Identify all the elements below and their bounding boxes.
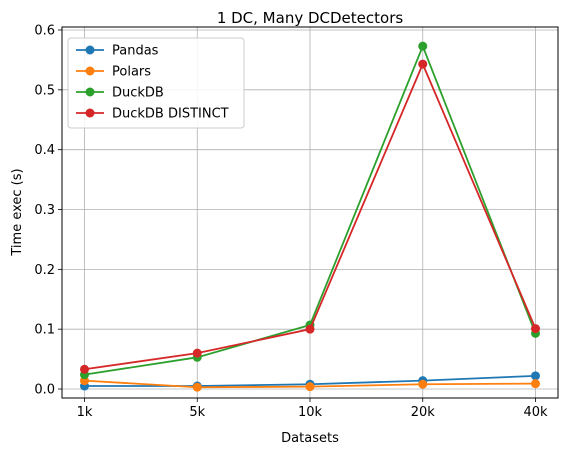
x-tick-label: 10k [298, 405, 323, 420]
data-point-polars [531, 379, 540, 389]
legend: Pandas Polars DuckDB DuckDB DISTINCT [67, 37, 245, 129]
data-point-polars [418, 379, 428, 389]
legend-marker [85, 66, 95, 76]
x-tick-label: 1k [77, 405, 93, 420]
x-tick-label: 5k [189, 405, 205, 420]
x-tick-label: 20k [411, 405, 436, 420]
y-axis: 0.0 0.1 0.2 0.3 0.4 0.5 0.6 [34, 23, 62, 398]
legend-label: DuckDB [112, 86, 164, 101]
chart-title: 1 DC, Many DCDetectors [217, 9, 404, 27]
legend-label: Polars [112, 65, 151, 80]
data-point-polars [192, 382, 202, 392]
y-tick-label: 0.2 [34, 263, 55, 278]
y-tick-label: 0.4 [34, 143, 55, 158]
data-point-duckdb-distinct [80, 364, 89, 374]
legend-label: Pandas [112, 44, 159, 59]
x-axis-label: Datasets [281, 431, 339, 446]
x-tick-label: 40k [523, 405, 548, 420]
y-tick-label: 0.1 [34, 323, 55, 338]
series-duckdb-distinct [80, 59, 540, 374]
data-point-polars [305, 382, 315, 392]
data-point-duckdb [418, 41, 428, 51]
y-axis-label: Time exec (s) [10, 168, 25, 256]
legend-marker [85, 108, 95, 118]
legend-item-polars: Polars [76, 65, 151, 80]
y-tick-label: 0.6 [34, 23, 55, 38]
y-tick-label: 0.3 [34, 203, 55, 218]
legend-item-duckdb: DuckDB [76, 86, 164, 101]
x-axis: 1k 5k 10k 20k 40k [77, 398, 548, 420]
legend-item-pandas: Pandas [76, 44, 159, 59]
data-point-duckdb-distinct [305, 324, 315, 334]
legend-box [67, 37, 245, 129]
y-tick-label: 0.0 [34, 383, 55, 398]
data-point-duckdb-distinct [192, 348, 202, 358]
series-layer [80, 41, 540, 392]
y-tick-label: 0.5 [34, 83, 55, 98]
data-point-duckdb-distinct [531, 324, 540, 334]
legend-label: DuckDB DISTINCT [112, 107, 229, 122]
data-point-pandas [531, 371, 540, 381]
data-point-duckdb-distinct [418, 59, 428, 69]
legend-marker [85, 87, 95, 97]
legend-item-duckdb-distinct: DuckDB DISTINCT [76, 107, 229, 122]
legend-marker [85, 45, 95, 55]
